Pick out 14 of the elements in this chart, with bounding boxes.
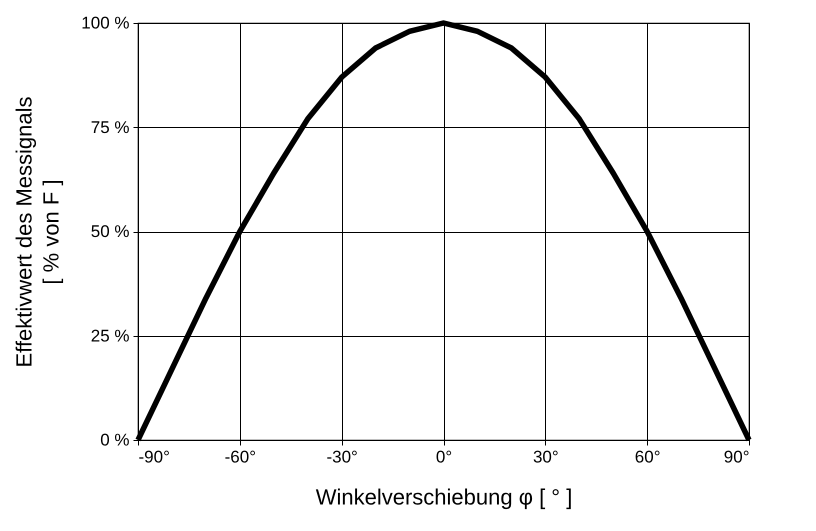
x-tick-label: -90° [138, 448, 170, 466]
x-tick-label: -60° [224, 448, 256, 466]
y-tick-label: 0 % [100, 430, 130, 450]
y-tick-label: 100 % [81, 14, 130, 32]
x-tick-label: 90° [724, 448, 750, 466]
x-tick-label: 60° [634, 448, 661, 466]
y-tick-label: 50 % [90, 222, 130, 241]
y-axis-title: Effektivwert des Messignals [ % von F ] [11, 96, 64, 368]
x-tick-label: 30° [532, 448, 559, 466]
y-tick-label: 75 % [90, 118, 130, 137]
x-axis-title: Winkelverschiebung φ [ ° ] [316, 484, 572, 510]
y-tick-label: 25 % [90, 326, 130, 346]
x-tick-label: 0° [436, 448, 452, 466]
x-tick-label: -30° [326, 448, 358, 466]
